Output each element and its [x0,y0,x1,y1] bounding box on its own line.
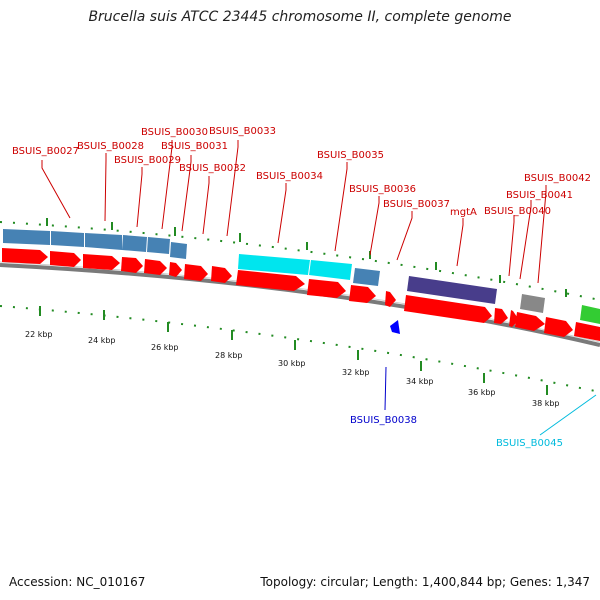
cds-arrow [307,279,346,298]
map-title: Brucella suis ATCC 23445 chromosome II, … [88,9,512,25]
feature-label: BSUIS_B0036 [349,184,416,195]
accession-text: Accession: NC_010167 [9,575,146,589]
feature-label: BSUIS_B0041 [506,190,573,201]
scale-label: 26 kbp [151,343,179,352]
feature-track-outer [3,229,600,324]
cds-arrow [121,257,143,273]
feature-label: BSUIS_B0042 [524,173,591,184]
scale-label: 22 kbp [25,330,53,339]
feature-label: BSUIS_B0032 [179,163,246,174]
scale-label: 36 kbp [468,388,496,397]
cds-arrow [169,262,182,277]
feature-label: mgtA [450,207,477,218]
feature-block [309,260,352,280]
feature-block [353,268,380,286]
feature-label: BSUIS_B0040 [484,206,551,217]
cds-arrow [184,264,208,281]
cds-arrow [515,312,545,331]
feature-label: BSUIS_B0031 [161,141,228,152]
feature-label: BSUIS_B0037 [383,199,450,210]
reverse-feature-arrow [390,320,400,334]
callout-b0045 [539,394,597,436]
outer-major-ticks [46,218,567,297]
cds-arrow [211,266,232,283]
cds-arrow [50,251,81,267]
outer-callouts [41,140,547,284]
feature-label: BSUIS_B0033 [209,126,276,137]
outer-tick-ring [0,221,600,301]
feature-label: BSUIS_B0029 [114,155,181,166]
scale-label: 38 kbp [532,399,560,408]
cds-arrow [2,248,48,264]
scale-label: 34 kbp [406,377,434,386]
outer-feature-labels: BSUIS_B0027 BSUIS_B0028 BSUIS_B0029 BSUI… [12,126,591,218]
genome-summary-text: Topology: circular; Length: 1,400,844 bp… [260,575,590,589]
callout-b0038 [384,366,387,411]
scale-label: 24 kbp [88,336,116,345]
feature-block [147,237,170,254]
feature-label: BSUIS_B0028 [77,141,144,152]
inner-tick-ring [0,305,600,393]
scale-label: 30 kbp [278,359,306,368]
scale-labels: 22 kbp 24 kbp 26 kbp 28 kbp 30 kbp 32 kb… [25,330,560,408]
cds-arrow [404,295,492,323]
cds-track [2,248,600,341]
feature-label: BSUIS_B0035 [317,150,384,161]
feature-block [170,242,187,259]
feature-label: BSUIS_B0030 [141,127,208,138]
cds-arrow [385,291,396,307]
inner-major-ticks [39,306,548,395]
feature-block [3,229,50,245]
cds-arrow [236,270,305,291]
backbone-circle [0,263,600,347]
feature-label: BSUIS_B0045 [496,438,563,449]
feature-block [85,233,122,250]
feature-block [407,276,497,304]
cds-arrow [574,322,600,341]
feature-block [122,235,147,252]
scale-label: 28 kbp [215,351,243,360]
cds-arrow [544,317,573,337]
cds-arrow [144,259,167,275]
feature-label: BSUIS_B0034 [256,171,323,182]
feature-block [520,294,545,313]
scale-label: 32 kbp [342,368,370,377]
feature-block [238,254,310,275]
cds-arrow [83,254,120,270]
cds-arrow [349,285,376,303]
feature-label: BSUIS_B0038 [350,415,417,426]
cds-arrow [494,308,508,324]
feature-label: BSUIS_B0027 [12,146,79,157]
feature-block [51,231,84,247]
feature-block [580,305,600,324]
cds-arrow [509,310,519,327]
